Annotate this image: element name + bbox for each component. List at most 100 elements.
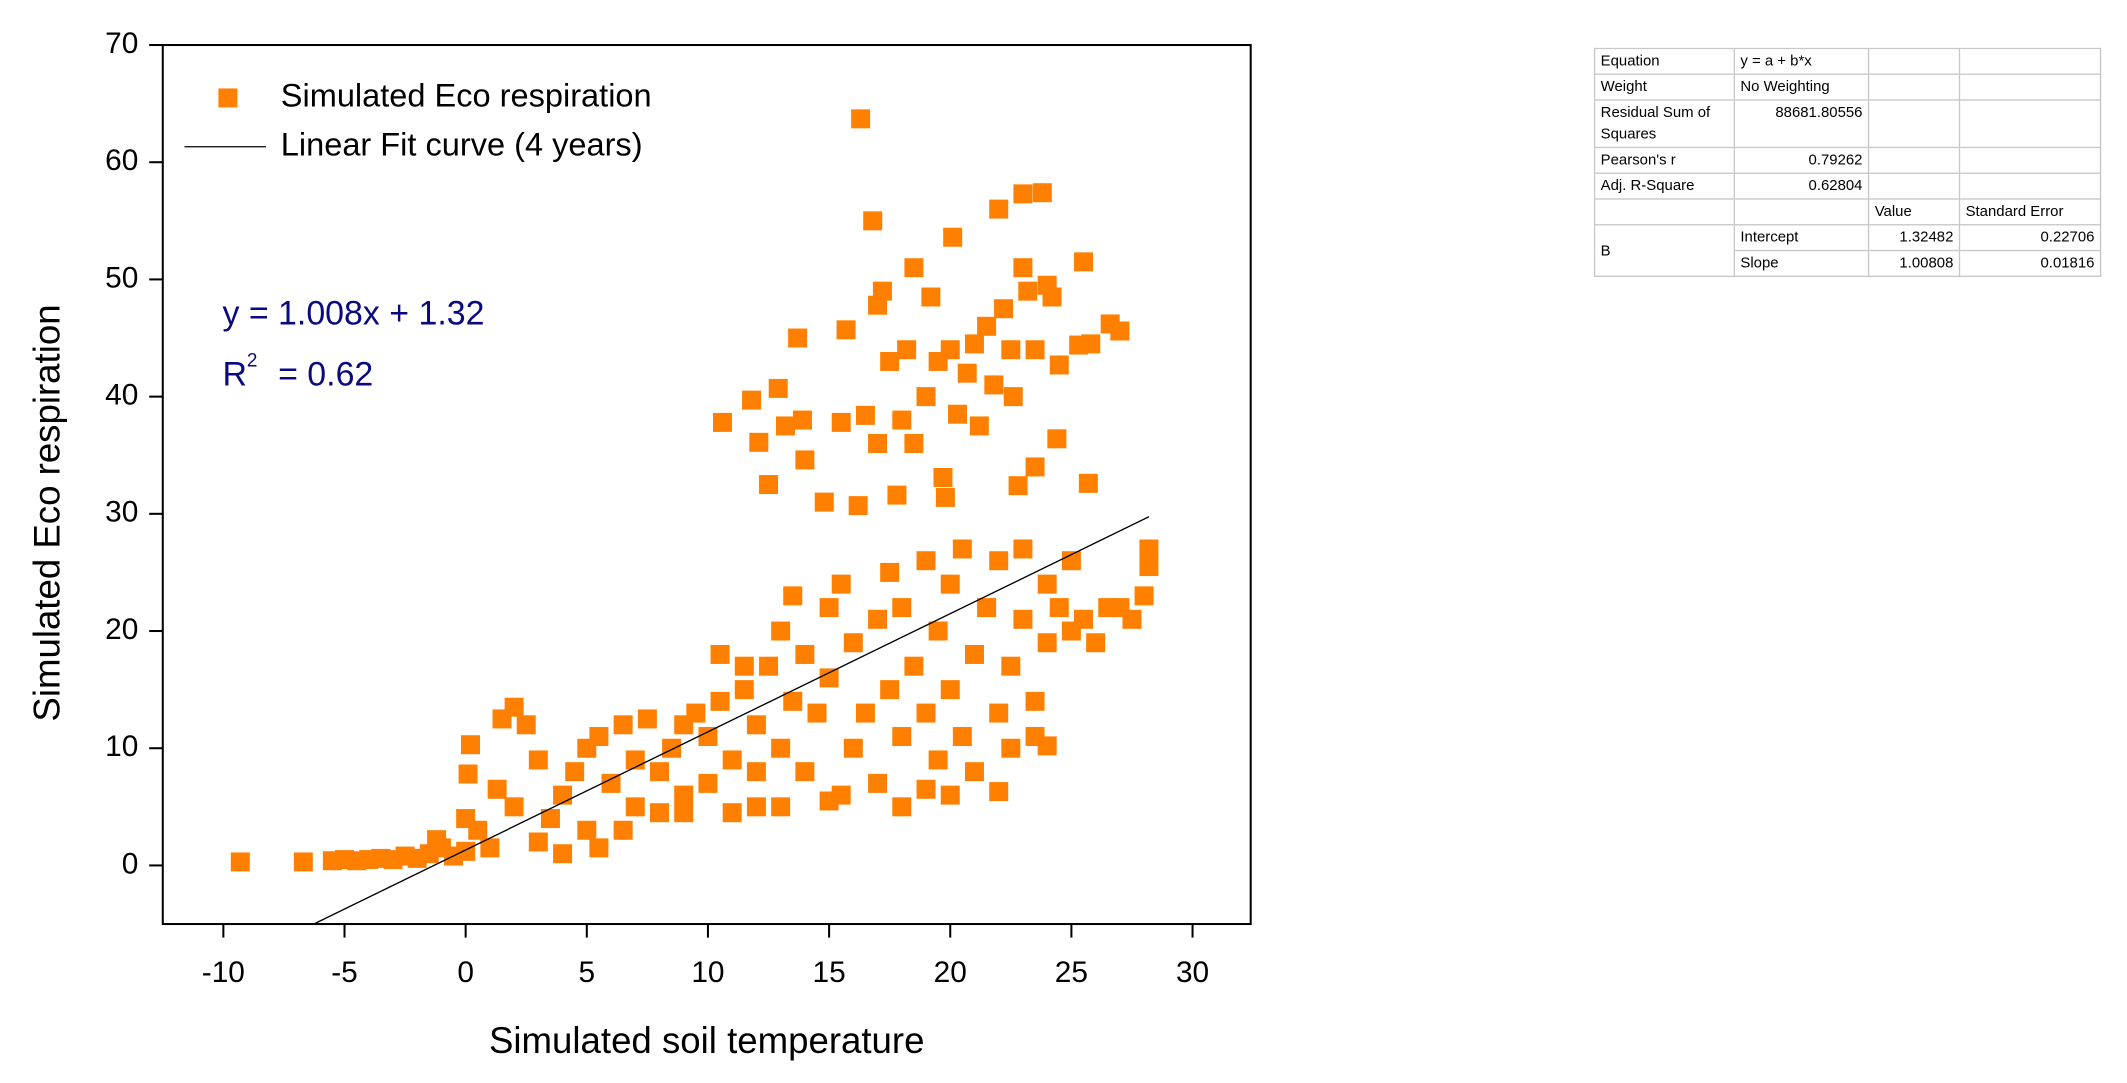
- stat-name: Pearson's r: [1593, 146, 1735, 174]
- x-tick-label: 5: [579, 956, 596, 989]
- point: [880, 351, 900, 371]
- point: [880, 562, 900, 582]
- point: [814, 492, 834, 512]
- point: [698, 773, 718, 793]
- point: [461, 735, 480, 755]
- column-header: Value: [1867, 198, 1961, 226]
- point: [952, 727, 972, 747]
- fit-table-row: Equation y = a + b*x: [1593, 47, 2102, 75]
- point: [601, 773, 621, 793]
- point: [957, 363, 977, 383]
- y-tick-label: 50: [105, 261, 138, 294]
- point: [904, 434, 924, 454]
- x-axis-label: Simulated soil temperature: [489, 1020, 924, 1061]
- point: [1037, 574, 1057, 594]
- point: [921, 287, 941, 307]
- point: [1025, 691, 1045, 711]
- point: [1074, 609, 1094, 629]
- stat-name: Equation: [1593, 47, 1735, 75]
- point: [1049, 355, 1069, 375]
- y-tick-label: 70: [105, 27, 138, 60]
- stat-value: 0.79262: [1733, 146, 1870, 174]
- point: [977, 316, 997, 336]
- x-tick-label: 25: [1055, 956, 1088, 989]
- point: [795, 450, 815, 470]
- legend-label: Simulated Eco respiration: [281, 78, 652, 114]
- point: [1081, 334, 1101, 354]
- point: [1032, 183, 1052, 203]
- point: [1013, 184, 1033, 204]
- point: [863, 211, 883, 231]
- point: [710, 691, 730, 711]
- point: [746, 797, 766, 817]
- point: [1008, 476, 1028, 496]
- y-tick-label: 30: [105, 496, 138, 529]
- point: [649, 803, 669, 823]
- fit-equation: y = 1.008x + 1.32: [222, 294, 484, 332]
- point: [868, 434, 888, 454]
- point: [768, 378, 788, 398]
- point: [1061, 551, 1081, 571]
- point: [1013, 258, 1033, 278]
- empty-cell: [1867, 172, 1961, 200]
- point: [613, 820, 633, 840]
- point: [577, 820, 597, 840]
- point: [868, 609, 888, 629]
- stat-value: No Weighting: [1733, 73, 1870, 101]
- point: [637, 709, 657, 729]
- point: [819, 668, 839, 688]
- y-tick-label: 10: [105, 730, 138, 763]
- point: [928, 621, 948, 641]
- point: [662, 738, 682, 758]
- point: [565, 762, 585, 782]
- fit-table-row: Pearson's r 0.79262: [1593, 146, 2102, 174]
- point: [775, 416, 795, 436]
- point: [759, 475, 779, 495]
- point: [792, 410, 812, 430]
- point: [487, 779, 507, 799]
- stat-name: Weight: [1593, 73, 1735, 101]
- point: [230, 852, 250, 872]
- point: [674, 803, 694, 823]
- param-name: Slope: [1733, 249, 1870, 277]
- point: [868, 773, 888, 793]
- scatter-points: [230, 109, 1159, 872]
- param-name: Intercept: [1733, 224, 1870, 252]
- x-tick-label: -5: [331, 956, 358, 989]
- point: [984, 375, 1004, 395]
- point: [948, 404, 968, 424]
- legend-label: Linear Fit curve (4 years): [281, 126, 643, 162]
- param-value: 1.32482: [1867, 224, 1961, 252]
- point: [1037, 736, 1057, 756]
- point: [427, 830, 447, 850]
- point: [916, 551, 936, 571]
- point: [771, 621, 791, 641]
- fit-table-header: Value Standard Error: [1593, 198, 2102, 226]
- point: [994, 299, 1014, 319]
- empty-cell: [1733, 198, 1870, 226]
- point: [722, 803, 742, 823]
- point: [836, 320, 856, 340]
- point: [855, 405, 875, 425]
- point: [1086, 633, 1106, 653]
- point: [783, 586, 803, 606]
- column-header: Standard Error: [1958, 198, 2102, 226]
- point: [480, 838, 500, 858]
- point: [1049, 598, 1069, 618]
- param-value: 0.22706: [1958, 224, 2102, 252]
- stat-value: 0.62804: [1733, 172, 1870, 200]
- point: [1134, 586, 1154, 606]
- point: [892, 410, 912, 430]
- fit-table-row: Residual Sum of Squares 88681.80556: [1593, 99, 2102, 149]
- point: [989, 199, 1009, 219]
- point: [1078, 473, 1098, 493]
- empty-cell: [1867, 146, 1961, 174]
- point: [1047, 429, 1067, 449]
- point: [989, 551, 1009, 571]
- empty-cell: [1958, 99, 2102, 149]
- point: [1018, 281, 1038, 301]
- empty-cell: [1958, 73, 2102, 101]
- point: [848, 496, 868, 516]
- point: [734, 656, 754, 676]
- point: [887, 485, 907, 505]
